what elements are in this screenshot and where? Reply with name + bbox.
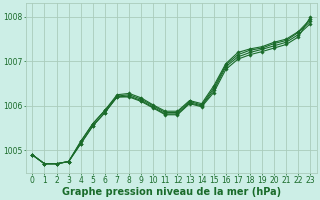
X-axis label: Graphe pression niveau de la mer (hPa): Graphe pression niveau de la mer (hPa) [62, 187, 281, 197]
